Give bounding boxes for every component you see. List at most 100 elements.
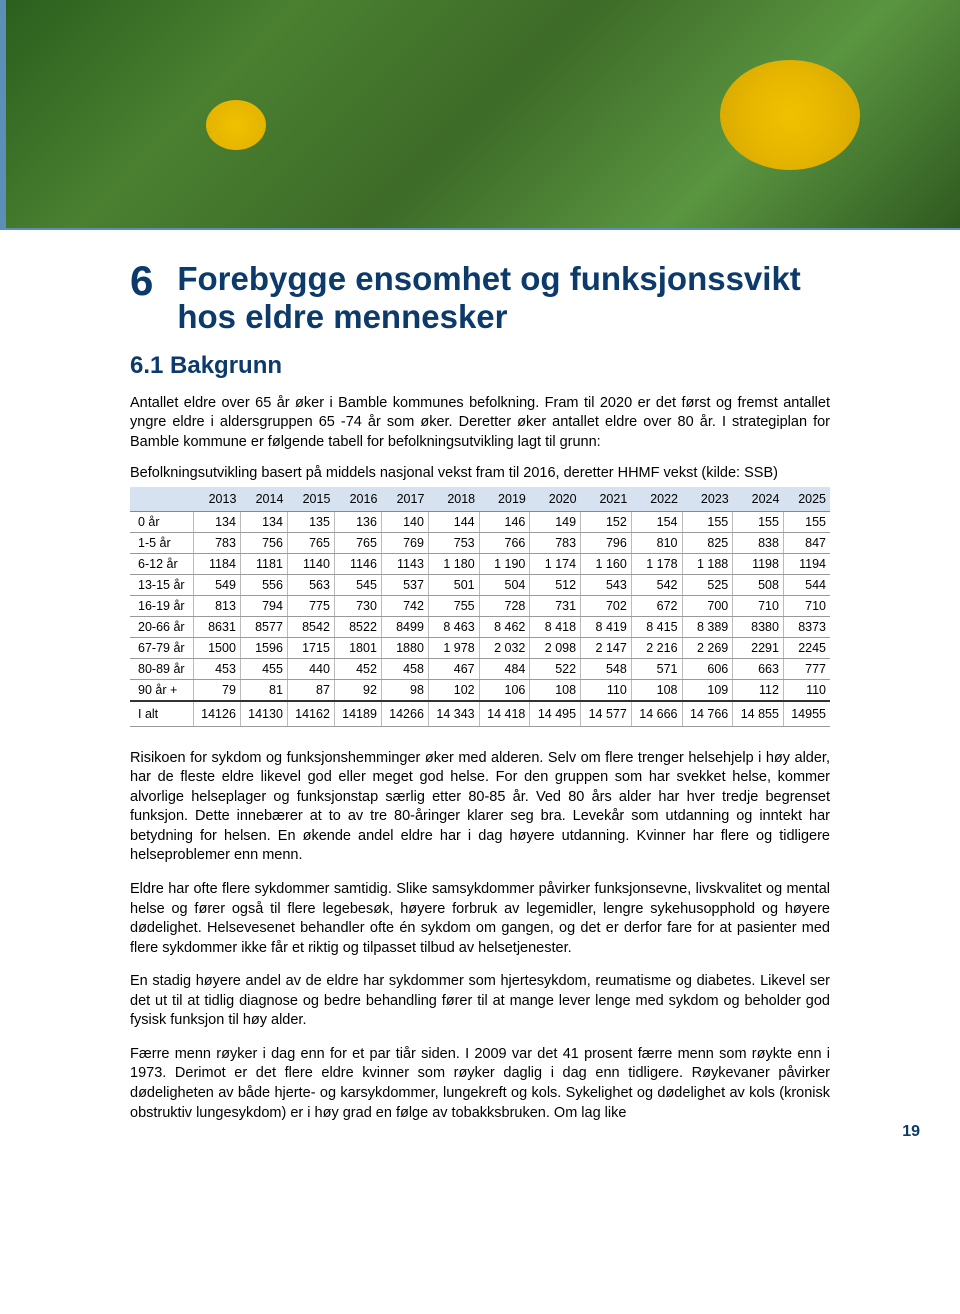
subsection-heading: 6.1 Bakgrunn — [130, 352, 830, 380]
chapter-heading: 6 Forebygge ensomhet og funksjonssvikt h… — [130, 260, 830, 336]
table-cell: 1198 — [733, 553, 784, 574]
population-table: 2013201420152016201720182019202020212022… — [130, 487, 830, 727]
table-cell: 8522 — [334, 616, 381, 637]
table-cell: 1184 — [193, 553, 240, 574]
table-cell: 14 418 — [479, 701, 530, 727]
table-cell: 794 — [240, 595, 287, 616]
table-cell: 134 — [193, 511, 240, 532]
table-cell: 14 855 — [733, 701, 784, 727]
table-cell: 152 — [581, 511, 632, 532]
table-cell: 556 — [240, 574, 287, 595]
table-cell: 765 — [334, 532, 381, 553]
table-cell: 102 — [428, 679, 479, 701]
table-cell: 8542 — [287, 616, 334, 637]
table-cell: 825 — [682, 532, 733, 553]
table-cell: 14266 — [381, 701, 428, 727]
table-cell: 8577 — [240, 616, 287, 637]
table-cell: 92 — [334, 679, 381, 701]
table-cell: 606 — [682, 658, 733, 679]
table-cell: 702 — [581, 595, 632, 616]
table-cell: 2 098 — [530, 637, 581, 658]
table-cell: 2291 — [733, 637, 784, 658]
table-cell: 672 — [631, 595, 682, 616]
table-cell: 769 — [381, 532, 428, 553]
table-cell: 1140 — [287, 553, 334, 574]
table-cell: 522 — [530, 658, 581, 679]
table-total-row: I alt141261413014162141891426614 34314 4… — [130, 701, 830, 727]
table-cell: 2 147 — [581, 637, 632, 658]
table-cell: 1181 — [240, 553, 287, 574]
table-cell: 838 — [733, 532, 784, 553]
table-row: 16-19 år81379477573074275572873170267270… — [130, 595, 830, 616]
table-cell: 742 — [381, 595, 428, 616]
table-year-header: 2024 — [733, 487, 784, 512]
table-cell: 14162 — [287, 701, 334, 727]
table-cell: 501 — [428, 574, 479, 595]
decorative-flower — [206, 100, 266, 150]
table-caption: Befolkningsutvikling basert på middels n… — [130, 465, 830, 481]
table-cell: 8380 — [733, 616, 784, 637]
paragraph: Risikoen for sykdom og funksjonshemminge… — [130, 749, 830, 866]
row-label: 13-15 år — [130, 574, 193, 595]
table-row: 20-66 år863185778542852284998 4638 4628 … — [130, 616, 830, 637]
table-row: 67-79 år150015961715180118801 9782 0322 … — [130, 637, 830, 658]
table-cell: 775 — [287, 595, 334, 616]
table-cell: 14 495 — [530, 701, 581, 727]
table-cell: 543 — [581, 574, 632, 595]
table-cell: 8 389 — [682, 616, 733, 637]
table-cell: 109 — [682, 679, 733, 701]
table-year-header: 2020 — [530, 487, 581, 512]
row-label: 1-5 år — [130, 532, 193, 553]
paragraph: En stadig høyere andel av de eldre har s… — [130, 972, 830, 1031]
table-cell: 79 — [193, 679, 240, 701]
table-cell: 766 — [479, 532, 530, 553]
table-row: 6-12 år118411811140114611431 1801 1901 1… — [130, 553, 830, 574]
table-cell: 458 — [381, 658, 428, 679]
table-year-header: 2018 — [428, 487, 479, 512]
row-label: 67-79 år — [130, 637, 193, 658]
table-cell: 2 269 — [682, 637, 733, 658]
table-cell: 134 — [240, 511, 287, 532]
paragraph: Eldre har ofte flere sykdommer samtidig.… — [130, 880, 830, 958]
table-cell: 753 — [428, 532, 479, 553]
table-cell: 154 — [631, 511, 682, 532]
table-cell: 563 — [287, 574, 334, 595]
table-cell: 8373 — [783, 616, 830, 637]
table-cell: 8 463 — [428, 616, 479, 637]
table-cell: 8 418 — [530, 616, 581, 637]
table-row: 1-5 år7837567657657697537667837968108258… — [130, 532, 830, 553]
table-cell: 525 — [682, 574, 733, 595]
table-cell: 140 — [381, 511, 428, 532]
table-cell: 14130 — [240, 701, 287, 727]
table-cell: 777 — [783, 658, 830, 679]
table-cell: 14189 — [334, 701, 381, 727]
table-cell: 1880 — [381, 637, 428, 658]
table-cell: 1 178 — [631, 553, 682, 574]
table-cell: 149 — [530, 511, 581, 532]
table-cell: 14 343 — [428, 701, 479, 727]
table-corner — [130, 487, 193, 512]
table-year-header: 2023 — [682, 487, 733, 512]
row-label: 80-89 år — [130, 658, 193, 679]
row-label: 20-66 år — [130, 616, 193, 637]
table-cell: 8 462 — [479, 616, 530, 637]
chapter-number: 6 — [130, 260, 153, 302]
table-cell: 710 — [733, 595, 784, 616]
table-cell: 508 — [733, 574, 784, 595]
table-cell: 155 — [682, 511, 733, 532]
table-cell: 1143 — [381, 553, 428, 574]
table-cell: 730 — [334, 595, 381, 616]
table-cell: 796 — [581, 532, 632, 553]
table-body: 0 år134134135136140144146149152154155155… — [130, 511, 830, 726]
table-cell: 110 — [581, 679, 632, 701]
table-cell: 728 — [479, 595, 530, 616]
table-cell: 544 — [783, 574, 830, 595]
table-cell: 1500 — [193, 637, 240, 658]
row-label: 0 år — [130, 511, 193, 532]
decorative-flower — [720, 60, 860, 170]
table-cell: 136 — [334, 511, 381, 532]
table-cell: 810 — [631, 532, 682, 553]
table-cell: 8499 — [381, 616, 428, 637]
table-cell: 545 — [334, 574, 381, 595]
table-cell: 14 577 — [581, 701, 632, 727]
